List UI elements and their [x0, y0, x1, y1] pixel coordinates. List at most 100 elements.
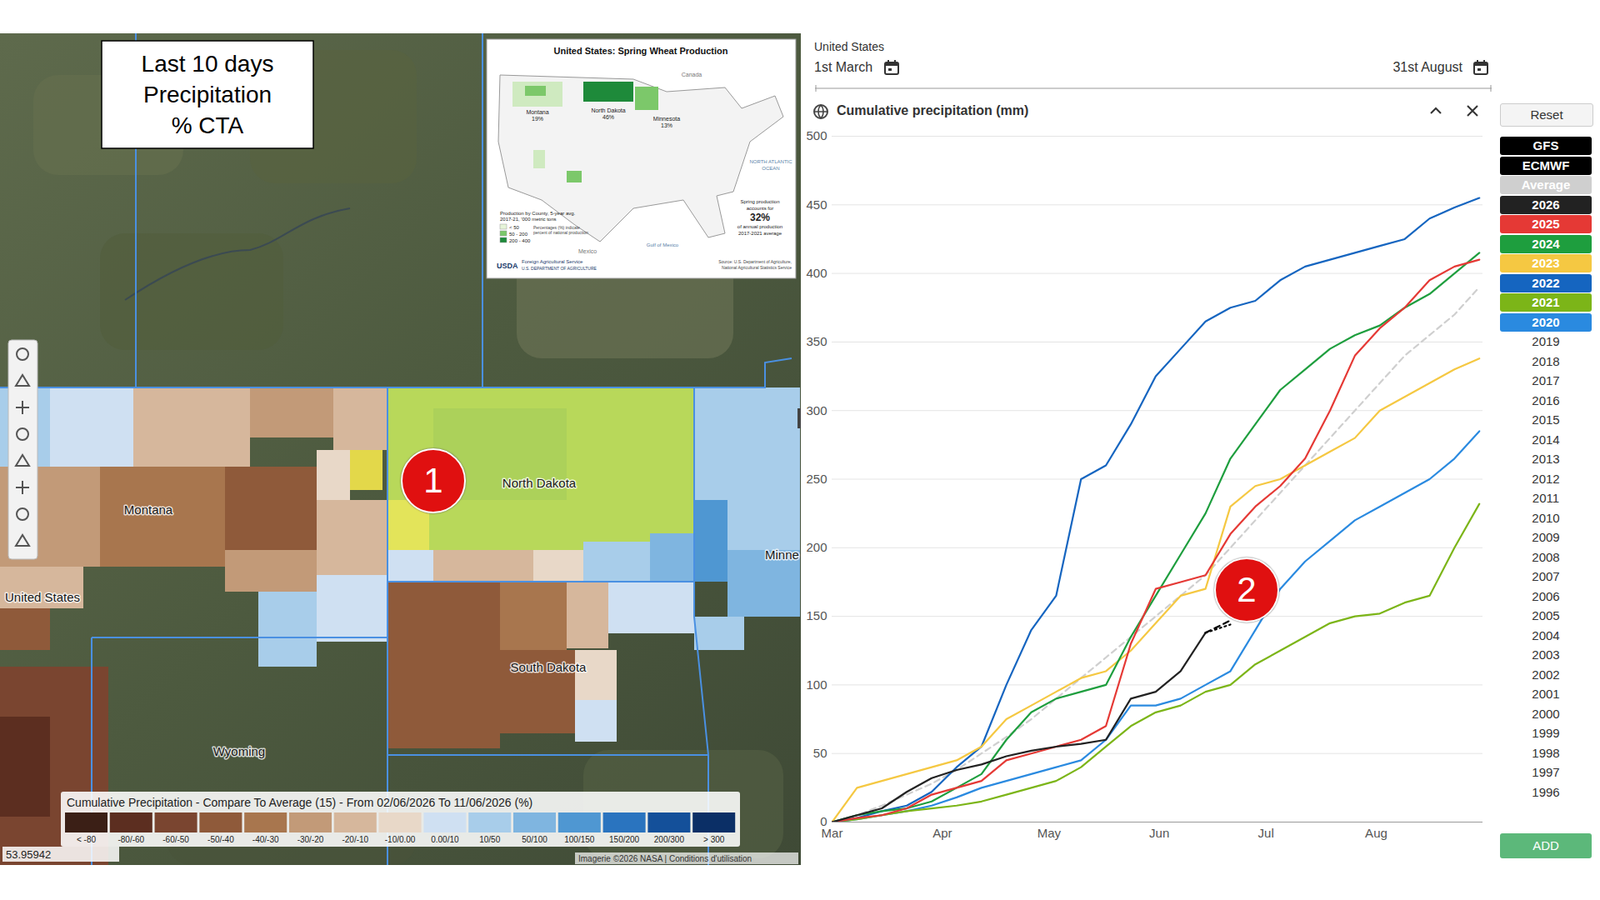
svg-text:250: 250 — [805, 471, 827, 486]
svg-text:-20/-10: -20/-10 — [341, 835, 369, 845]
svg-text:200/300: 200/300 — [654, 835, 685, 845]
html-text:Average: Average — [1521, 177, 1571, 192]
svg-text:200: 200 — [805, 540, 827, 555]
html-text:ECMWF: ECMWF — [1522, 157, 1570, 173]
svg-text:-30/-20: -30/-20 — [297, 835, 325, 845]
svg-text:Montana: Montana — [124, 502, 174, 517]
svg-text:Gulf of Mexico: Gulf of Mexico — [646, 242, 680, 248]
svg-text:Spring production: Spring production — [740, 199, 780, 205]
html-text:2015: 2015 — [1531, 412, 1560, 427]
svg-text:Last 10 days: Last 10 days — [141, 50, 275, 77]
svg-text:100/150: 100/150 — [564, 835, 595, 845]
svg-text:Jun: Jun — [1149, 825, 1170, 840]
svg-text:Minne: Minne — [765, 547, 800, 562]
svg-text:U.S. DEPARTMENT OF AGRICULTURE: U.S. DEPARTMENT OF AGRICULTURE — [521, 265, 598, 271]
svg-text:Precipitation: Precipitation — [143, 81, 272, 108]
svg-text:-10/0.00: -10/0.00 — [385, 835, 416, 845]
svg-text:Aug: Aug — [1365, 825, 1388, 840]
svg-text:% CTA: % CTA — [171, 112, 245, 139]
svg-text:10/50: 10/50 — [479, 835, 500, 845]
svg-text:Canada: Canada — [681, 71, 703, 78]
svg-text:32%: 32% — [750, 211, 770, 224]
svg-text:150: 150 — [805, 608, 827, 623]
svg-text:Foreign Agricultural Service: Foreign Agricultural Service — [521, 259, 584, 265]
html-text:2: 2 — [1236, 570, 1257, 610]
svg-text:50/100: 50/100 — [521, 835, 548, 845]
svg-text:500: 500 — [805, 128, 827, 143]
svg-text:2017-21, '000 metric tons: 2017-21, '000 metric tons — [500, 216, 557, 222]
svg-text:Source: U.S. Department of Agr: Source: U.S. Department of Agriculture, — [718, 259, 792, 265]
svg-text:Imagerie ©2026 NASA | Conditio: Imagerie ©2026 NASA | Conditions d'utili… — [578, 854, 752, 864]
svg-text:-80/-60: -80/-60 — [117, 835, 145, 845]
html-text:2016: 2016 — [1531, 392, 1560, 408]
svg-text:National Agricultural Statisti: National Agricultural Statistics Service — [721, 265, 792, 270]
svg-text:United States: Spring Wheat Pr: United States: Spring Wheat Production — [553, 45, 728, 56]
svg-text:450: 450 — [805, 197, 827, 212]
svg-text:May: May — [1037, 825, 1062, 840]
svg-text:Mexico: Mexico — [578, 248, 597, 255]
html-text:2021: 2021 — [1531, 295, 1560, 310]
html-text:2011: 2011 — [1532, 490, 1560, 505]
svg-text:South Dakota: South Dakota — [510, 660, 588, 675]
svg-text:North Dakota: North Dakota — [502, 475, 577, 490]
svg-text:-60/-50: -60/-50 — [162, 835, 190, 845]
html-text:2010: 2010 — [1531, 510, 1560, 525]
svg-text:2017-2021 average: 2017-2021 average — [738, 230, 783, 236]
html-text:2012: 2012 — [1531, 471, 1560, 486]
svg-text:-40/-30: -40/-30 — [252, 835, 280, 845]
svg-text:100: 100 — [805, 677, 827, 692]
html-text:2013: 2013 — [1531, 451, 1560, 466]
svg-text:53.95942: 53.95942 — [5, 848, 51, 861]
svg-text:NORTH ATLANTIC: NORTH ATLANTIC — [749, 159, 793, 165]
svg-text:North Dakota: North Dakota — [590, 107, 625, 114]
svg-text:of annual production: of annual production — [737, 224, 783, 230]
svg-text:13%: 13% — [660, 122, 673, 129]
html-text:2004: 2004 — [1531, 627, 1560, 643]
svg-text:percent of national production: percent of national production — [533, 230, 589, 235]
svg-text:350: 350 — [805, 334, 827, 349]
html-text:2019: 2019 — [1531, 334, 1560, 349]
html-text:1st March: 1st March — [814, 60, 873, 75]
html-text:2025: 2025 — [1531, 216, 1560, 231]
svg-text:Montana: Montana — [525, 109, 549, 115]
svg-text:United States: United States — [5, 590, 80, 605]
svg-text:Wyoming: Wyoming — [213, 744, 265, 759]
html-text:2022: 2022 — [1531, 275, 1560, 290]
svg-text:> 300: > 300 — [703, 835, 725, 845]
html-text:2014: 2014 — [1531, 432, 1560, 447]
html-text:Reset: Reset — [1530, 107, 1563, 122]
html-text:Cumulative precipitation (mm): Cumulative precipitation (mm) — [836, 103, 1029, 118]
html-text:2018: 2018 — [1531, 353, 1560, 368]
html-text:1: 1 — [423, 460, 444, 500]
svg-text:50: 50 — [813, 745, 828, 760]
html-text:2008: 2008 — [1531, 549, 1560, 564]
svg-text:-50/-40: -50/-40 — [207, 835, 235, 845]
html-text:2020: 2020 — [1531, 314, 1560, 329]
svg-text:46%: 46% — [602, 114, 615, 120]
svg-text:accounts for: accounts for — [746, 205, 775, 211]
svg-text:19%: 19% — [531, 115, 544, 122]
svg-text:Minnesota: Minnesota — [653, 115, 680, 122]
svg-text:< -80: < -80 — [76, 835, 97, 845]
svg-text:Mar: Mar — [821, 825, 844, 840]
svg-text:< 50: < 50 — [509, 225, 520, 230]
html-text:2023: 2023 — [1531, 255, 1560, 270]
html-text:GFS: GFS — [1533, 138, 1559, 153]
html-text:2009: 2009 — [1531, 530, 1560, 545]
svg-text:300: 300 — [805, 403, 827, 418]
html-text:2024: 2024 — [1531, 236, 1560, 251]
svg-text:OCEAN: OCEAN — [761, 165, 780, 171]
svg-text:0.00/10: 0.00/10 — [430, 835, 460, 845]
svg-text:200 - 400: 200 - 400 — [509, 238, 531, 244]
svg-text:50 - 200: 50 - 200 — [509, 231, 529, 237]
svg-text:Production by County, 5-year a: Production by County, 5-year avg. — [500, 210, 576, 216]
svg-text:USDA: USDA — [496, 261, 519, 270]
svg-text:Cumulative Precipitation - Com: Cumulative Precipitation - Compare To Av… — [66, 795, 533, 810]
svg-text:400: 400 — [805, 265, 827, 280]
html-text:2017: 2017 — [1531, 373, 1560, 388]
html-text:31st August: 31st August — [1392, 60, 1463, 75]
svg-text:Apr: Apr — [932, 825, 952, 840]
html-text:2026: 2026 — [1531, 197, 1560, 212]
svg-text:150/200: 150/200 — [609, 835, 640, 845]
svg-text:Jul: Jul — [1258, 825, 1275, 840]
